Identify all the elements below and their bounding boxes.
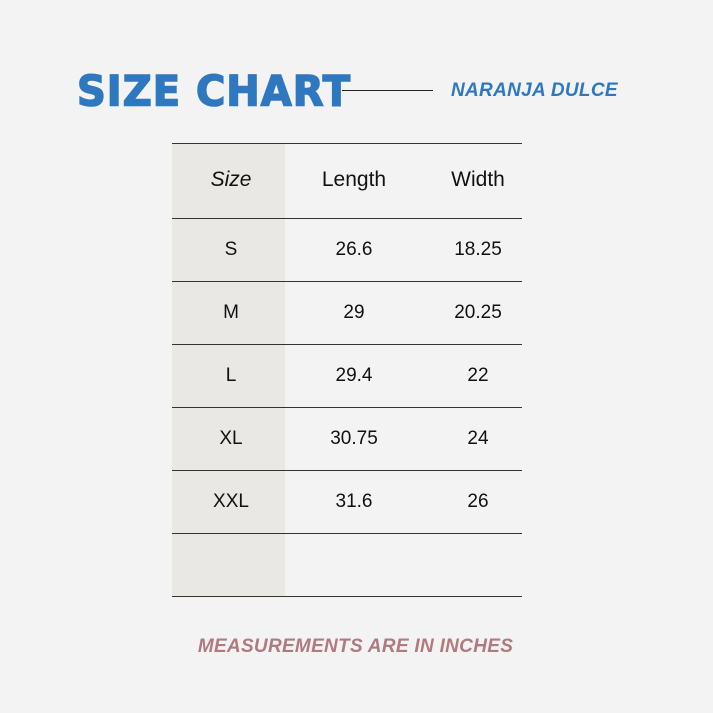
- table-cell: [418, 555, 538, 575]
- column-header: Size: [210, 168, 252, 191]
- table-cell: XL: [219, 428, 243, 449]
- table-row-divider: [172, 533, 522, 534]
- page-title: SIZE CHART: [76, 67, 352, 117]
- table-row-divider: [172, 470, 522, 471]
- table-cell: L: [225, 365, 237, 386]
- table-cell: 18.25: [454, 239, 502, 260]
- measurement-note: MEASUREMENTS ARE IN INCHES: [197, 636, 514, 657]
- table-cell: 26.6: [335, 239, 373, 260]
- table-cell: 31.6: [335, 491, 373, 512]
- column-header: Length: [321, 168, 387, 191]
- table-cell: 20.25: [454, 302, 502, 323]
- table-cell: 22: [467, 365, 489, 386]
- table-cell: S: [224, 239, 238, 260]
- table-cell: XXL: [213, 491, 249, 512]
- table-row-divider: [172, 596, 522, 597]
- table-row-divider: [172, 344, 522, 345]
- table-cell: 29.4: [335, 365, 373, 386]
- table-cell: 30.75: [330, 428, 378, 449]
- table-row-divider: [172, 407, 522, 408]
- table-row-divider: [172, 218, 522, 219]
- table-cell: 29: [343, 302, 365, 323]
- table-cell: M: [223, 302, 239, 323]
- size-column-background: [172, 144, 285, 596]
- table-row-divider: [172, 143, 522, 144]
- divider: [342, 90, 433, 91]
- table-row-divider: [172, 281, 522, 282]
- table-cell: 24: [467, 428, 489, 449]
- brand-name: NARANJA DULCE: [451, 80, 618, 101]
- table-cell: [176, 555, 286, 575]
- column-header: Width: [451, 168, 505, 191]
- table-cell: [289, 555, 419, 575]
- table-cell: 26: [467, 491, 489, 512]
